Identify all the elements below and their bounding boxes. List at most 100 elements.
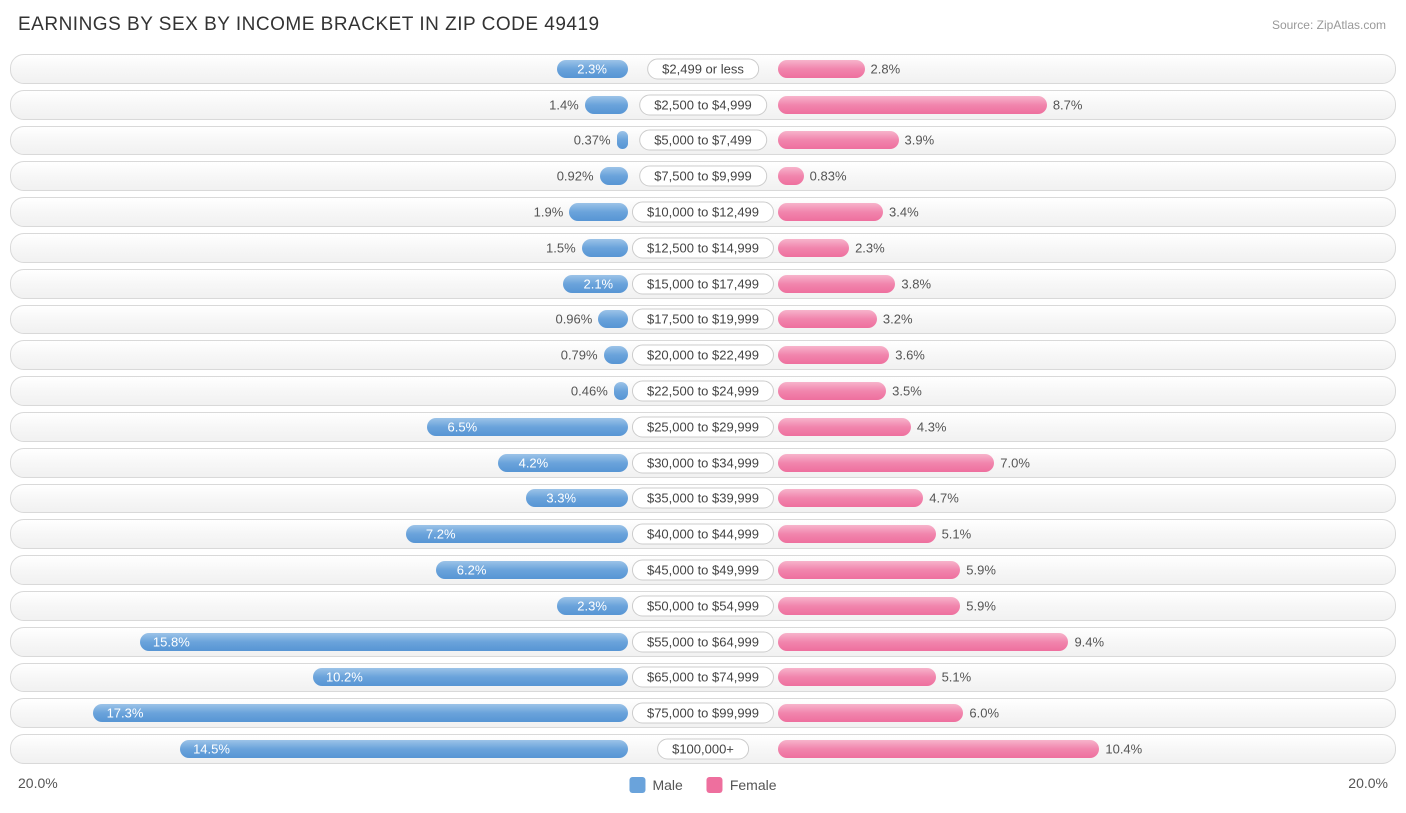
bracket-label: $2,500 to $4,999 [639,94,767,115]
pct-label-male: 2.3% [577,61,607,76]
pct-label-female: 4.7% [929,491,959,506]
pct-label-male: 17.3% [107,706,144,721]
chart-row: $15,000 to $17,499 2.1% 3.8% [10,267,1396,301]
pct-label-male: 14.5% [193,742,230,757]
bracket-label: $45,000 to $49,999 [632,560,774,581]
chart-row: $25,000 to $29,999 6.5% 4.3% [10,410,1396,444]
bracket-label: $15,000 to $17,499 [632,273,774,294]
bracket-label: $10,000 to $12,499 [632,202,774,223]
bar-male [600,167,628,185]
bar-female [778,275,895,293]
bracket-label: $17,500 to $19,999 [632,309,774,330]
pct-label-male: 0.46% [571,384,608,399]
bracket-label: $40,000 to $44,999 [632,524,774,545]
pct-label-male: 15.8% [153,634,190,649]
legend: Male Female [629,777,776,793]
legend-swatch-male [629,777,645,793]
pct-label-female: 5.1% [942,670,972,685]
chart-row: $5,000 to $7,499 0.37% 3.9% [10,124,1396,158]
bracket-label: $75,000 to $99,999 [632,703,774,724]
bar-male [93,704,628,722]
bar-female [778,454,994,472]
bracket-label: $5,000 to $7,499 [639,130,767,151]
chart-row: $50,000 to $54,9992.3%5.9% [10,589,1396,623]
pct-label-male: 1.5% [546,240,576,255]
pct-label-male: 10.2% [326,670,363,685]
bracket-label: $2,499 or less [647,58,759,79]
bar-male [582,239,628,257]
bar-female [778,346,889,364]
bar-female [778,489,923,507]
chart-row: $12,500 to $14,999 1.5% 2.3% [10,231,1396,265]
pct-label-male: 6.2% [457,563,487,578]
bar-female [778,203,883,221]
pct-label-female: 10.4% [1105,742,1142,757]
chart-row: $55,000 to $64,99915.8%9.4% [10,625,1396,659]
bracket-label: $65,000 to $74,999 [632,667,774,688]
pct-label-female: 7.0% [1000,455,1030,470]
pct-label-female: 3.6% [895,348,925,363]
bar-female [778,633,1068,651]
axis-label-left: 20.0% [18,775,58,791]
pct-label-female: 3.8% [901,276,931,291]
pct-label-male: 0.92% [557,169,594,184]
bar-male [140,633,628,651]
chart-title: EARNINGS BY SEX BY INCOME BRACKET IN ZIP… [18,14,600,36]
pct-label-female: 2.3% [855,240,885,255]
pct-label-male: 0.79% [561,348,598,363]
chart-row: $30,000 to $34,999 4.2% 7.0% [10,446,1396,480]
bar-female [778,382,886,400]
bar-male [585,96,628,114]
bar-female [778,740,1099,758]
pct-label-female: 2.8% [871,61,901,76]
chart-row: $35,000 to $39,999 3.3% 4.7% [10,482,1396,516]
bracket-label: $22,500 to $24,999 [632,381,774,402]
bar-female [778,96,1047,114]
bar-female [778,597,960,615]
chart-row: $100,000+ 14.5% 10.4% [10,732,1396,766]
chart-row: $22,500 to $24,999 0.46% 3.5% [10,374,1396,408]
pct-label-male: 7.2% [426,527,456,542]
pct-label-male: 1.9% [534,205,564,220]
bracket-label: $100,000+ [657,739,749,760]
pct-label-female: 6.0% [969,706,999,721]
pct-label-male: 3.3% [546,491,576,506]
bar-female [778,668,936,686]
bracket-label: $50,000 to $54,999 [632,595,774,616]
bracket-label: $20,000 to $22,499 [632,345,774,366]
bar-male [180,740,628,758]
pct-label-female: 8.7% [1053,97,1083,112]
pct-label-male: 0.37% [574,133,611,148]
chart-row: $65,000 to $74,999 10.2% 5.1% [10,661,1396,695]
pct-label-female: 5.9% [966,563,996,578]
pct-label-female: 3.2% [883,312,913,327]
bar-male [617,131,628,149]
chart-row: $17,500 to $19,9990.96%3.2% [10,303,1396,337]
bar-male [604,346,628,364]
bracket-label: $12,500 to $14,999 [632,237,774,258]
pct-label-female: 3.5% [892,384,922,399]
axis-label-right: 20.0% [1348,775,1388,791]
legend-label-female: Female [730,777,777,793]
bracket-label: $25,000 to $29,999 [632,416,774,437]
bracket-label: $30,000 to $34,999 [632,452,774,473]
chart-row: $10,000 to $12,499 1.9% 3.4% [10,195,1396,229]
pct-label-female: 3.9% [905,133,935,148]
pct-label-female: 5.1% [942,527,972,542]
pct-label-female: 3.4% [889,205,919,220]
legend-swatch-female [707,777,723,793]
pct-label-male: 4.2% [519,455,549,470]
chart-source: Source: ZipAtlas.com [1272,18,1386,32]
chart-row: $75,000 to $99,999 17.3% 6.0% [10,696,1396,730]
pct-label-female: 5.9% [966,598,996,613]
legend-item-male: Male [629,777,682,793]
bar-female [778,310,877,328]
pct-label-male: 2.1% [583,276,613,291]
pct-label-female: 4.3% [917,419,947,434]
pct-label-female: 0.83% [810,169,847,184]
legend-item-female: Female [707,777,777,793]
bracket-label: $35,000 to $39,999 [632,488,774,509]
bar-female [778,167,804,185]
chart-row: $2,499 or less 2.3% 2.8% [10,52,1396,86]
pct-label-male: 6.5% [448,419,478,434]
